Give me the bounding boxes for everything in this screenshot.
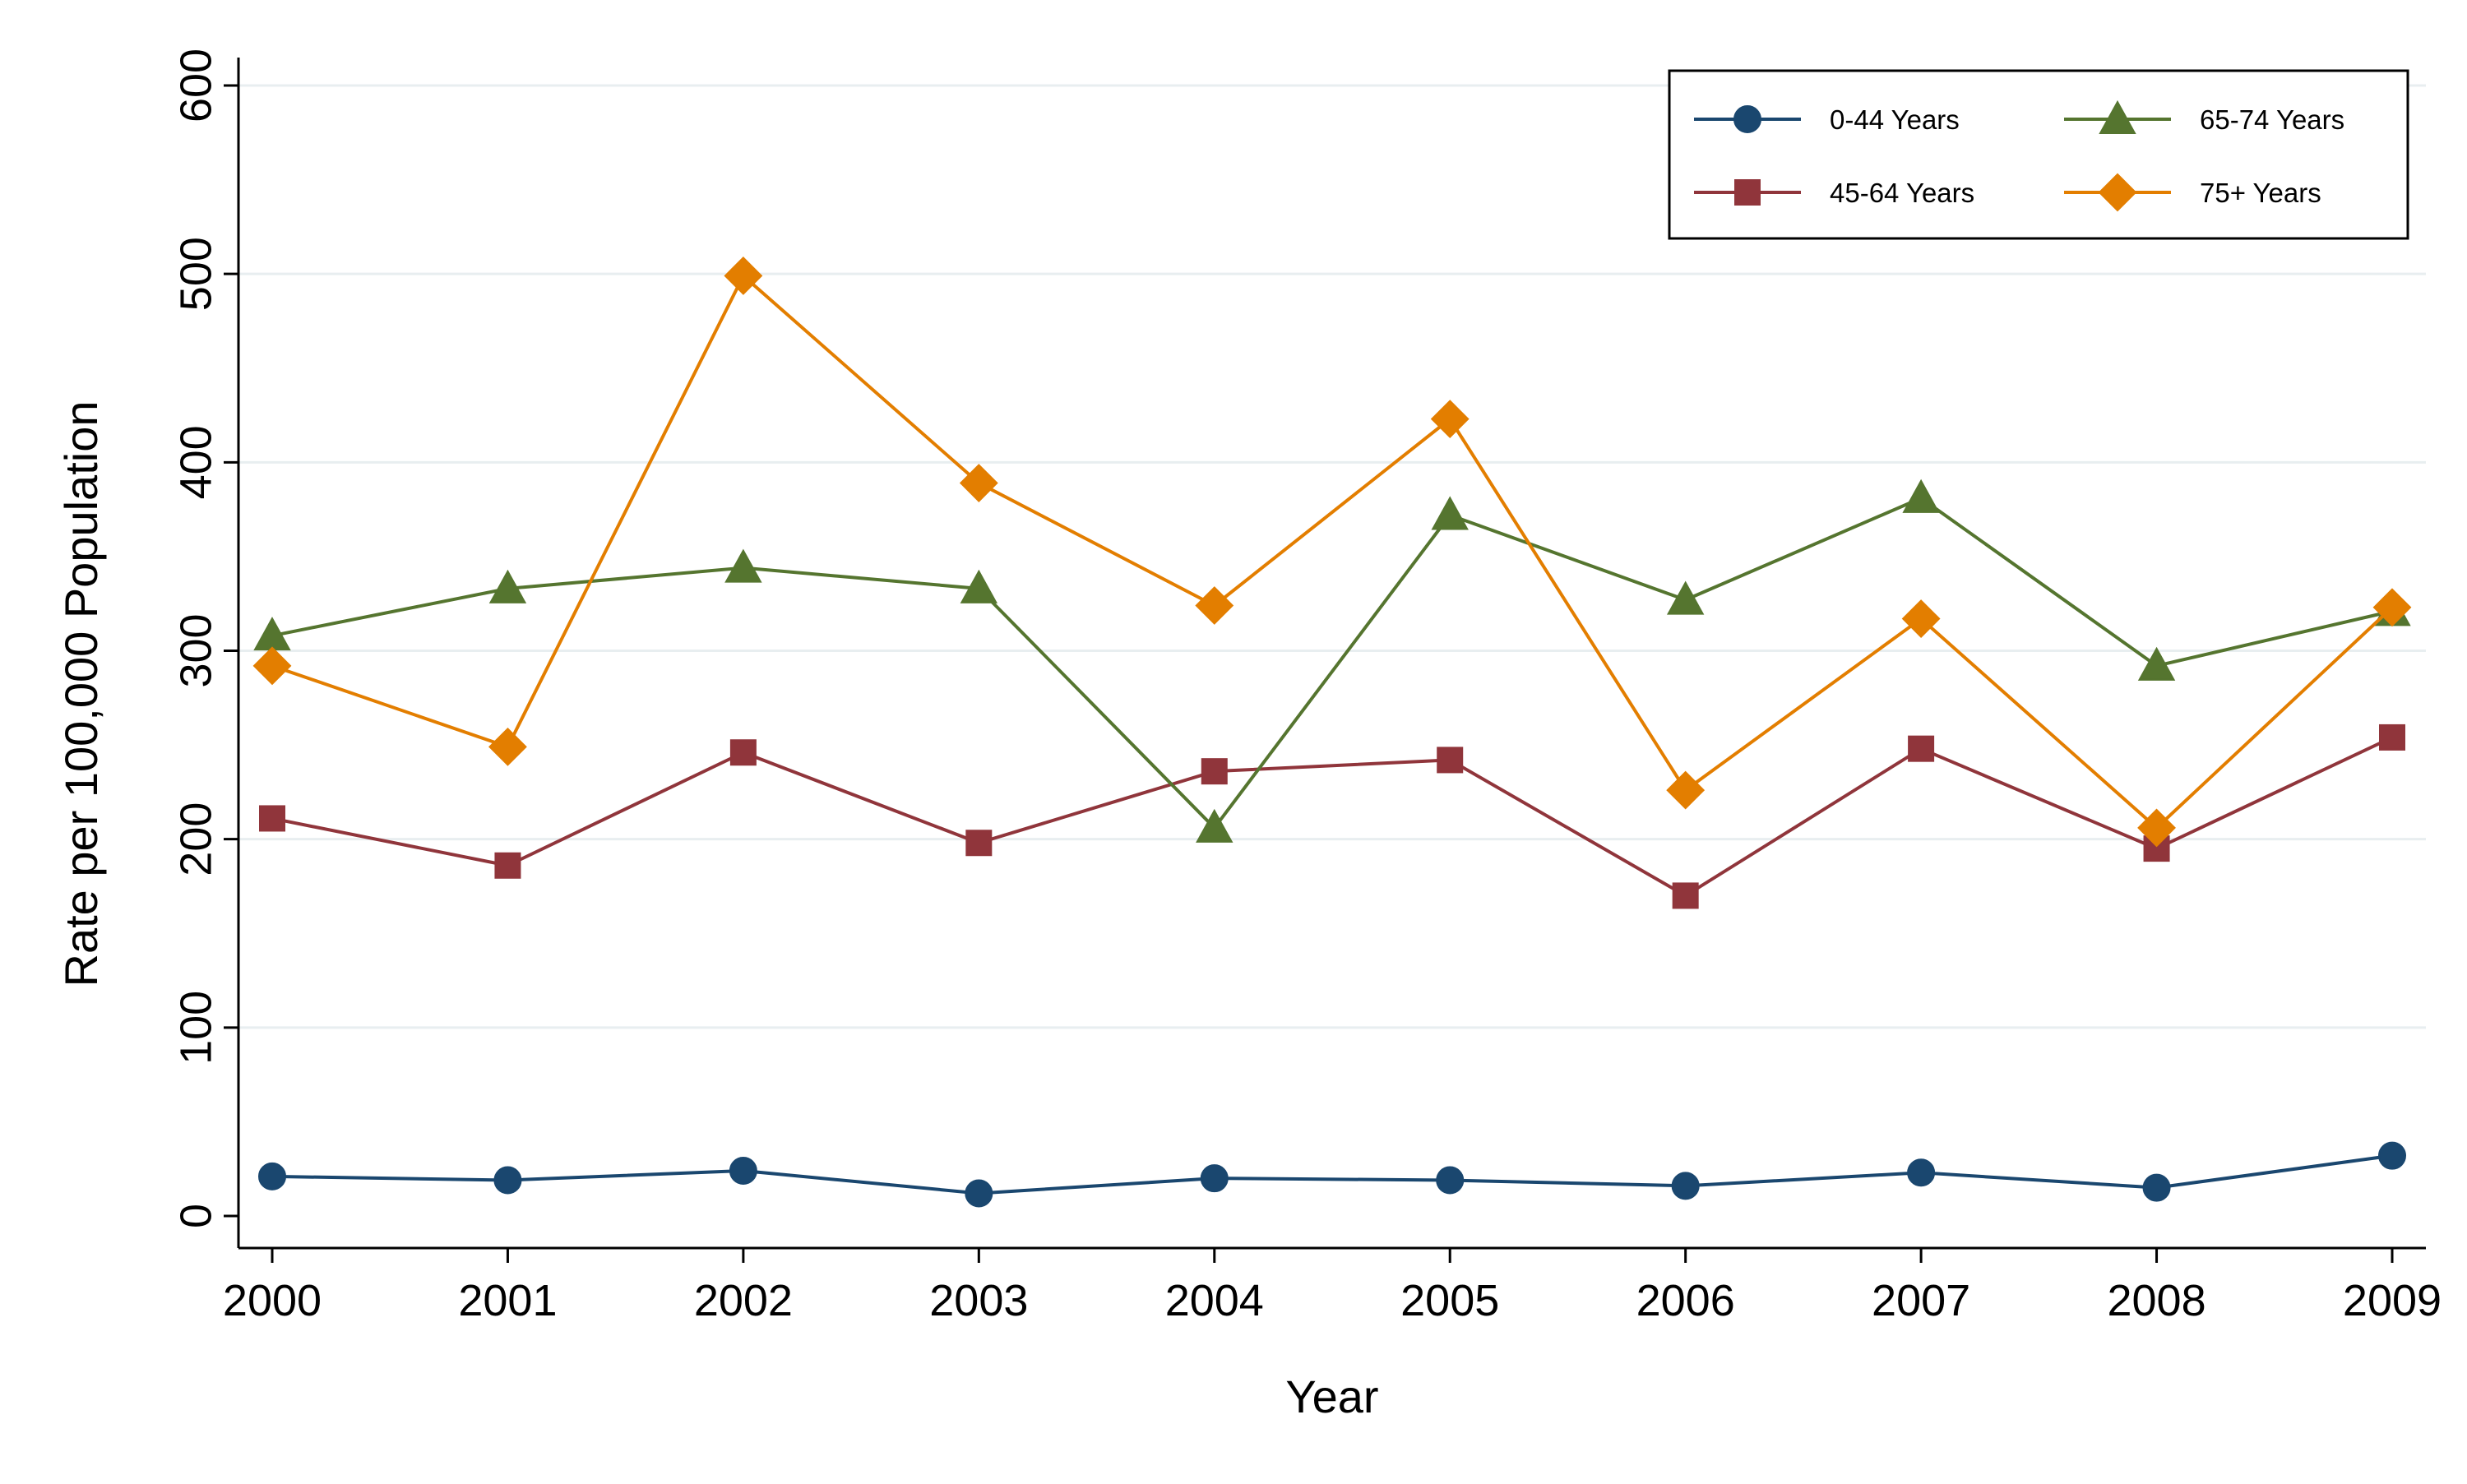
y-tick-label: 500: [171, 237, 220, 311]
series-0-44-years: [258, 1141, 2406, 1208]
data-point: [488, 727, 527, 766]
data-point: [1902, 478, 1940, 513]
series-line: [271, 274, 2394, 830]
x-tick-label: 2005: [1400, 1276, 1499, 1325]
x-tick-label: 2007: [1872, 1276, 1970, 1325]
data-point: [960, 569, 998, 603]
data-point: [1672, 882, 1699, 909]
data-point: [724, 257, 763, 295]
x-tick-label: 2002: [694, 1276, 793, 1325]
series-line: [271, 736, 2393, 898]
series-65-74-years: [253, 478, 2411, 843]
legend-label: 75+ Years: [2200, 178, 2321, 208]
y-tick-label: 300: [171, 613, 220, 687]
data-point: [1671, 1172, 1700, 1200]
data-point: [2378, 1141, 2406, 1170]
y-tick-label: 100: [171, 991, 220, 1065]
data-point: [2137, 808, 2176, 848]
data-point: [1436, 1166, 1465, 1195]
legend-item: 0-44 Years: [1694, 104, 1960, 135]
data-point: [1666, 770, 1706, 810]
data-point: [1908, 735, 1935, 762]
series-line: [271, 496, 2393, 830]
x-tick-label: 2004: [1165, 1276, 1264, 1325]
series-75-years: [252, 257, 2412, 848]
data-point: [2379, 724, 2405, 751]
y-tick-label: 0: [171, 1204, 220, 1228]
data-point: [965, 1179, 993, 1208]
data-point: [2137, 646, 2176, 681]
data-point: [2142, 1173, 2171, 1202]
x-tick-label: 2001: [458, 1276, 557, 1325]
series-45-64-years: [259, 724, 2405, 909]
legend-item: 45-64 Years: [1694, 178, 1974, 208]
data-point: [1430, 400, 1470, 439]
data-point: [1901, 599, 1941, 638]
data-point: [252, 646, 292, 686]
x-tick-label: 2003: [929, 1276, 1028, 1325]
legend-marker: [2098, 173, 2137, 212]
legend-item: 65-74 Years: [2064, 99, 2344, 135]
data-point: [259, 805, 285, 832]
legend-marker: [1733, 105, 1761, 133]
data-point: [1201, 758, 1228, 785]
data-point: [1666, 580, 1705, 615]
legend-label: 0-44 Years: [1830, 104, 1960, 135]
x-tick-label: 2000: [223, 1276, 322, 1325]
data-point: [1195, 586, 1234, 625]
series-lines: [252, 257, 2412, 1208]
y-tick-label: 400: [171, 425, 220, 499]
legend: 0-44 Years 45-64 Years 65-74 Years 75+ Year…: [1668, 69, 2409, 240]
series-line: [271, 1153, 2393, 1195]
legend-item: 75+ Years: [2064, 173, 2321, 212]
data-point: [729, 1157, 757, 1185]
legend-marker: [1734, 179, 1761, 206]
legend-label: 65-74 Years: [2200, 104, 2344, 135]
data-point: [729, 739, 757, 766]
axes: 0 100 200 300 400 500 600 2000 2001 2002 2003 2004 2…: [171, 49, 2442, 1325]
legend-box: [1668, 69, 2409, 240]
data-point: [1196, 808, 1234, 843]
legend-label: 45-64 Years: [1830, 178, 1974, 208]
data-point: [965, 830, 993, 857]
data-point: [493, 1166, 522, 1195]
data-point: [724, 548, 762, 583]
data-point: [2372, 588, 2412, 627]
data-point: [488, 569, 527, 603]
legend-marker: [2099, 99, 2136, 134]
x-axis-title: Year: [1285, 1371, 1378, 1422]
data-point: [959, 464, 998, 502]
data-point: [1437, 747, 1464, 774]
x-tick-label: 2006: [1636, 1276, 1735, 1325]
data-point: [1200, 1164, 1229, 1193]
y-tick-label: 200: [171, 802, 220, 876]
data-point: [1907, 1158, 1936, 1187]
data-point: [1431, 496, 1469, 530]
data-point: [258, 1162, 286, 1190]
gridlines: [238, 84, 2426, 1029]
x-tick-label: 2008: [2107, 1276, 2205, 1325]
x-tick-label: 2009: [2343, 1276, 2442, 1325]
data-point: [494, 852, 521, 879]
y-axis-title: Rate per 100,000 Population: [55, 401, 107, 987]
y-tick-label: 600: [171, 49, 220, 123]
